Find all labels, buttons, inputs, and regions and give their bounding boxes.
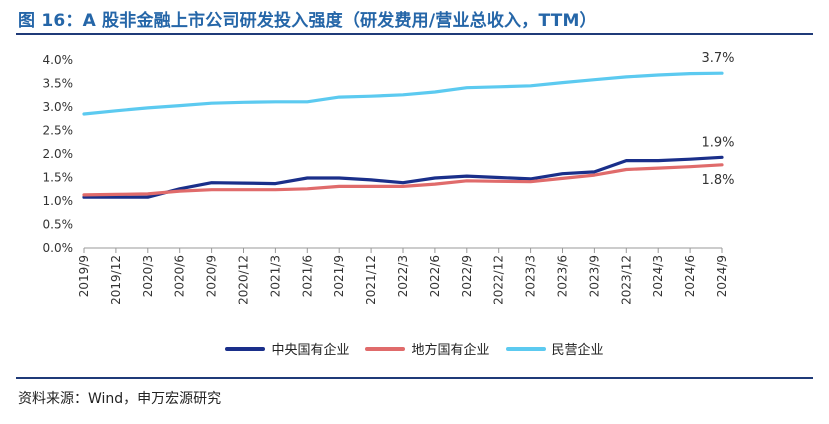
series-line-private — [82, 71, 724, 116]
y-tick-label: 0.0% — [43, 241, 74, 255]
legend-label-private: 民营企业 — [551, 343, 604, 358]
x-tick-label: 2020/9 — [205, 255, 219, 297]
legend-item-private: 民营企业 — [505, 339, 604, 358]
legend-label-central-soe: 中央国有企业 — [271, 343, 350, 358]
x-tick-label: 2019/12 — [109, 255, 123, 305]
line-chart: 0.0% 0.5% 1.0% 1.5% 2.0% 2.5% 3.0% 3.5% 4.0% 2019… — [43, 51, 735, 305]
x-tick-label: 2024/3 — [651, 255, 665, 297]
legend-item-local-soe: 地方国有企业 — [365, 339, 490, 358]
x-tick-label: 2020/6 — [173, 255, 187, 297]
x-tick-label: 2024/6 — [683, 255, 697, 297]
x-tick-label: 2022/12 — [492, 255, 506, 305]
legend-swatch-central-soe — [225, 346, 266, 351]
y-tick-label: 0.5% — [43, 218, 74, 232]
x-tick-label: 2024/9 — [715, 255, 729, 297]
data-label-central-soe: 1.9% — [701, 135, 734, 150]
bottom-divider — [16, 377, 813, 379]
x-tick-label: 2019/9 — [77, 255, 91, 297]
series-line-local-soe — [82, 163, 724, 197]
x-tick-label: 2020/3 — [141, 255, 155, 297]
x-tick-label: 2022/9 — [460, 255, 474, 297]
chart-title: 图 16：A 股非金融上市公司研发投入强度（研发费用/营业总收入，TTM） — [18, 11, 597, 31]
x-tick-label: 2020/12 — [237, 255, 251, 305]
y-tick-label: 1.0% — [43, 194, 74, 208]
y-tick-label: 1.5% — [43, 171, 74, 185]
data-label-local-soe: 1.8% — [701, 173, 734, 188]
y-tick-label: 4.0% — [43, 53, 74, 67]
x-tick-label: 2022/6 — [428, 255, 442, 297]
legend-label-local-soe: 地方国有企业 — [411, 343, 490, 358]
x-tick-label: 2023/9 — [587, 255, 601, 297]
y-tick-label: 2.5% — [43, 124, 74, 138]
legend-item-central-soe: 中央国有企业 — [225, 339, 349, 358]
x-tick-label: 2022/3 — [396, 255, 410, 297]
y-tick-label: 2.0% — [43, 147, 74, 161]
x-tick-label: 2023/12 — [619, 255, 633, 305]
legend-swatch-local-soe — [365, 346, 406, 351]
y-tick-label: 3.0% — [43, 100, 74, 114]
y-tick-label: 3.5% — [43, 77, 74, 91]
data-label-private: 3.7% — [701, 51, 734, 66]
legend: 中央国有企业 地方国有企业 民营企业 — [0, 339, 829, 358]
x-tick-label: 2021/12 — [364, 255, 378, 305]
legend-swatch-private — [505, 346, 546, 351]
x-tick-label: 2021/3 — [268, 255, 282, 297]
x-tick-label: 2023/3 — [524, 255, 538, 297]
series-line-central-soe — [82, 155, 724, 199]
top-divider — [16, 33, 813, 35]
source-note: 资料来源：Wind，申万宏源研究 — [18, 391, 222, 407]
x-tick-label: 2023/6 — [556, 255, 570, 297]
x-tick-label: 2021/9 — [332, 255, 346, 297]
x-tick-label: 2021/6 — [300, 255, 314, 297]
